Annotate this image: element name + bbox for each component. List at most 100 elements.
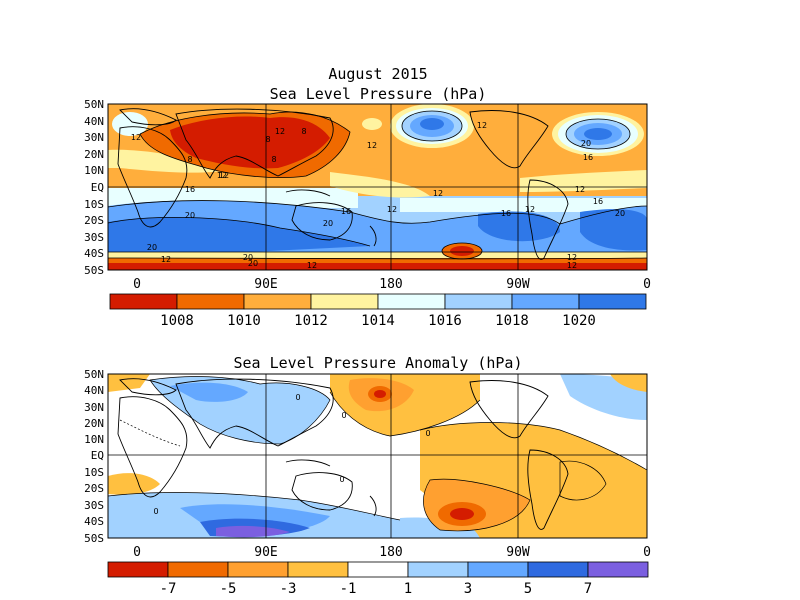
lon-label: 180 bbox=[379, 277, 402, 292]
anomaly-colorbar-swatch bbox=[227, 561, 289, 578]
slp-contour-label: 8 bbox=[301, 127, 306, 136]
slp-contour-labels: 12 8 8 12 8 12 8 12 12 20 16 12 16 20 12… bbox=[131, 121, 625, 270]
slp-contour-label: 16 bbox=[185, 185, 195, 194]
slp-contour-label: 12 bbox=[567, 253, 577, 262]
anomaly-colorbar-tick-label: -5 bbox=[220, 581, 237, 597]
slp-contour-label: 8 bbox=[187, 155, 192, 164]
lat-label: 50S bbox=[84, 264, 104, 277]
slp-colorbar-swatch bbox=[444, 293, 513, 310]
slp-contour-label: 12 bbox=[567, 261, 577, 270]
slp-colorbar-swatch bbox=[377, 293, 446, 310]
anomaly-colorbar-swatch bbox=[287, 561, 349, 578]
lon-label: 90W bbox=[506, 545, 530, 560]
slp-contour-label: 20 bbox=[147, 243, 157, 252]
slp-contour-label: 16 bbox=[341, 207, 351, 216]
lon-label: 0 bbox=[133, 277, 141, 292]
slp-contour-label: 8 bbox=[265, 135, 270, 144]
slp-colorbar-tick-label: 1012 bbox=[294, 313, 328, 329]
anomaly-colorbar-swatch bbox=[407, 561, 469, 578]
anomaly-colorbar-swatch bbox=[167, 561, 229, 578]
lat-label: 40S bbox=[84, 515, 104, 528]
lon-label: 90W bbox=[506, 277, 530, 292]
anomaly-contour-label: 0 bbox=[341, 411, 346, 420]
anomaly-contour-label: 0 bbox=[425, 429, 430, 438]
slp-map-panel: 12 8 8 12 8 12 8 12 12 20 16 12 16 20 12… bbox=[84, 98, 651, 292]
lon-label: 180 bbox=[379, 545, 402, 560]
anomaly-colorbar-swatch bbox=[527, 561, 589, 578]
lat-label: 10N bbox=[84, 433, 104, 446]
anomaly-colorbar-swatch bbox=[347, 561, 409, 578]
lat-label: 10S bbox=[84, 466, 104, 479]
lat-label: EQ bbox=[91, 449, 104, 462]
lat-label: 30S bbox=[84, 499, 104, 512]
lat-label: 30S bbox=[84, 231, 104, 244]
lat-label: 20N bbox=[84, 148, 104, 161]
lat-label: 40N bbox=[84, 115, 104, 128]
slp-colorbar-tick-label: 1014 bbox=[361, 313, 395, 329]
slp-colorbar bbox=[109, 293, 647, 310]
anomaly-colorbar-tick-label: -7 bbox=[160, 581, 177, 597]
slp-colorbar-tick-label: 1016 bbox=[428, 313, 462, 329]
slp-contour-label: 20 bbox=[615, 209, 625, 218]
slp-contour-label: 16 bbox=[583, 153, 593, 162]
slp-contour-label: 12 bbox=[275, 127, 285, 136]
anomaly-contour-label: 0 bbox=[339, 475, 344, 484]
anomaly-colorbar-tick-label: 1 bbox=[404, 581, 412, 597]
lat-label: 30N bbox=[84, 401, 104, 414]
anomaly-colorbar-swatch bbox=[107, 561, 169, 578]
slp-contour-label: 12 bbox=[575, 185, 585, 194]
anomaly-colorbar-tick-label: -1 bbox=[340, 581, 357, 597]
lat-label: 20S bbox=[84, 214, 104, 227]
slp-colorbar-swatch bbox=[243, 293, 312, 310]
slp-colorbar-swatch bbox=[109, 293, 178, 310]
slp-contour-label: 20 bbox=[581, 139, 591, 148]
slp-contour-label: 20 bbox=[185, 211, 195, 220]
slp-colorbar-labels: 1008 1010 1012 1014 1016 1018 1020 bbox=[160, 313, 596, 329]
lat-label: 50S bbox=[84, 532, 104, 545]
anomaly-colorbar-swatch bbox=[587, 561, 649, 578]
slp-contour-label: 8 bbox=[271, 155, 276, 164]
slp-contour-label: 12 bbox=[131, 133, 141, 142]
slp-contour-label: 12 bbox=[217, 171, 227, 180]
lon-label: 0 bbox=[643, 277, 651, 292]
lon-label: 90E bbox=[254, 277, 277, 292]
slp-contour-label: 16 bbox=[593, 197, 603, 206]
slp-lat-labels: 50N 40N 30N 20N 10N EQ 10S 20S 30S 40S 5… bbox=[84, 98, 104, 277]
slp-colorbar-tick-label: 1018 bbox=[495, 313, 529, 329]
lat-label: 40N bbox=[84, 384, 104, 397]
slp-contour-label: 12 bbox=[477, 121, 487, 130]
slp-colorbar-tick-label: 1010 bbox=[227, 313, 261, 329]
slp-colorbar-swatch bbox=[176, 293, 245, 310]
anomaly-colorbar-tick-label: -3 bbox=[280, 581, 297, 597]
slp-colorbar-tick-label: 1008 bbox=[160, 313, 194, 329]
anomaly-colorbar-swatch bbox=[467, 561, 529, 578]
lon-label: 0 bbox=[643, 545, 651, 560]
figure-title-anomaly: Sea Level Pressure Anomaly (hPa) bbox=[234, 354, 523, 372]
anomaly-colorbar-labels: -7 -5 -3 -1 1 3 5 7 bbox=[160, 581, 593, 597]
anomaly-lat-labels: 50N 40N 30N 20N 10N EQ 10S 20S 30S 40S 5… bbox=[84, 368, 104, 545]
lat-label: 50N bbox=[84, 98, 104, 111]
slp-contour-label: 12 bbox=[367, 141, 377, 150]
slp-colorbar-tick-label: 1020 bbox=[562, 313, 596, 329]
anomaly-colorbar-tick-label: 7 bbox=[584, 581, 592, 597]
lon-label: 90E bbox=[254, 545, 277, 560]
slp-lon-labels: 0 90E 180 90W 0 bbox=[133, 277, 651, 292]
slp-contour-label: 12 bbox=[307, 261, 317, 270]
slp-contour-label: 12 bbox=[525, 205, 535, 214]
slp-contour-label: 16 bbox=[501, 209, 511, 218]
lat-label: 20S bbox=[84, 482, 104, 495]
anomaly-lon-labels: 0 90E 180 90W 0 bbox=[133, 545, 651, 560]
lat-label: 40S bbox=[84, 247, 104, 260]
slp-contour-label: 12 bbox=[219, 171, 229, 180]
slp-colorbar-swatch bbox=[310, 293, 379, 310]
slp-contour-label: 20 bbox=[243, 253, 253, 262]
anomaly-colorbar-tick-label: 3 bbox=[464, 581, 472, 597]
slp-colorbar-swatch bbox=[578, 293, 647, 310]
slp-contour-label: 12 bbox=[433, 189, 443, 198]
anomaly-colorbar-tick-label: 5 bbox=[524, 581, 532, 597]
slp-contour-label: 12 bbox=[387, 205, 397, 214]
figure-title-month: August 2015 bbox=[328, 65, 427, 83]
lat-label: 10N bbox=[84, 164, 104, 177]
slp-contour-label: 20 bbox=[323, 219, 333, 228]
